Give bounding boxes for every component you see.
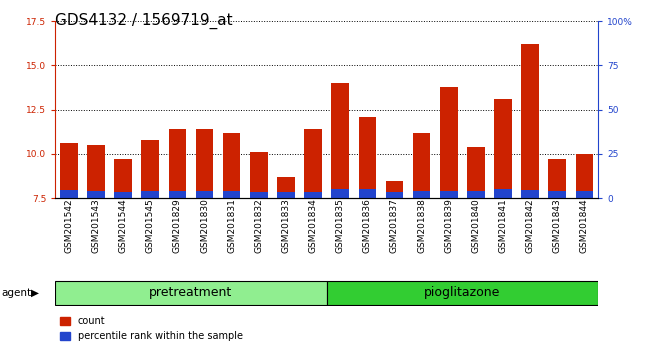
Bar [385,181,403,198]
Bar [304,129,322,198]
Bar [168,129,186,198]
Text: GSM201843: GSM201843 [552,198,562,253]
Bar [385,192,403,198]
Bar [359,117,376,198]
Bar [250,192,268,198]
Bar [413,191,430,198]
Bar [250,152,268,198]
Bar [576,154,593,198]
Text: ▶: ▶ [31,288,39,298]
Bar [168,191,186,198]
Text: GSM201842: GSM201842 [526,198,535,253]
Bar [467,147,485,198]
Text: GSM201831: GSM201831 [227,198,236,253]
Bar [60,143,77,198]
Text: GSM201838: GSM201838 [417,198,426,253]
Bar [87,191,105,198]
Bar [277,177,294,198]
Text: pioglitazone: pioglitazone [424,286,500,299]
Bar [549,191,566,198]
Bar [440,191,458,198]
Text: agent: agent [1,288,31,298]
Bar [223,133,240,198]
Text: GSM201834: GSM201834 [309,198,318,253]
Bar [332,83,349,198]
Text: GSM201833: GSM201833 [281,198,291,253]
Text: GSM201837: GSM201837 [390,198,399,253]
Text: GSM201543: GSM201543 [92,198,101,253]
Bar [521,44,539,198]
Bar [223,191,240,198]
Text: GSM201830: GSM201830 [200,198,209,253]
Text: GSM201829: GSM201829 [173,198,182,253]
Bar [196,129,213,198]
Text: GSM201544: GSM201544 [118,198,127,253]
Bar [440,87,458,198]
Bar [60,190,77,198]
Bar [494,189,512,198]
Text: GSM201839: GSM201839 [444,198,453,253]
Bar [55,281,326,305]
Bar [304,192,322,198]
Bar [196,191,213,198]
Bar [142,191,159,198]
Bar [549,159,566,198]
Legend: count, percentile rank within the sample: count, percentile rank within the sample [60,316,242,341]
Bar [494,99,512,198]
Text: GSM201832: GSM201832 [254,198,263,253]
Bar [576,191,593,198]
Text: GSM201836: GSM201836 [363,198,372,253]
Text: GSM201840: GSM201840 [471,198,480,253]
Text: GSM201542: GSM201542 [64,198,73,253]
Bar [413,133,430,198]
Bar [114,192,132,198]
Text: GSM201841: GSM201841 [499,198,508,253]
Bar [359,189,376,198]
Bar [277,192,294,198]
Text: GSM201835: GSM201835 [335,198,345,253]
Text: GSM201545: GSM201545 [146,198,155,253]
Bar [521,190,539,198]
Bar [467,191,485,198]
Bar [87,145,105,198]
Text: GSM201844: GSM201844 [580,198,589,253]
Bar [142,140,159,198]
Bar [114,159,132,198]
Text: pretreatment: pretreatment [150,286,233,299]
Bar [332,189,349,198]
Bar [327,281,598,305]
Text: GDS4132 / 1569719_at: GDS4132 / 1569719_at [55,12,233,29]
